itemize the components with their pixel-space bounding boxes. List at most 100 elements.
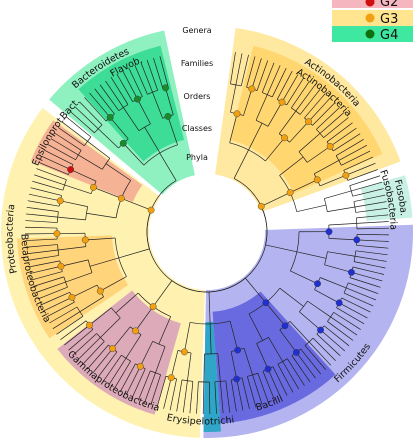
branch <box>246 54 249 61</box>
branch <box>379 194 386 197</box>
node <box>326 142 334 150</box>
branch <box>31 220 58 223</box>
branch <box>88 101 107 122</box>
branch <box>272 366 285 391</box>
branch <box>259 58 262 65</box>
branch <box>125 389 130 396</box>
branch <box>327 206 355 212</box>
node <box>167 374 175 382</box>
branch <box>372 169 379 172</box>
branch <box>299 300 308 312</box>
node <box>293 349 300 356</box>
node <box>348 268 355 276</box>
branch <box>234 52 236 59</box>
branch <box>156 401 160 408</box>
branch <box>134 368 146 393</box>
branch <box>128 67 132 74</box>
branch <box>240 53 243 60</box>
branch <box>208 291 211 324</box>
branch <box>28 265 35 268</box>
branch <box>260 399 263 406</box>
branch <box>177 379 183 406</box>
branch <box>87 364 92 370</box>
branch <box>38 276 64 285</box>
inner-circle <box>149 174 265 290</box>
branch <box>134 64 138 71</box>
branch <box>25 246 32 248</box>
branch <box>152 92 164 119</box>
branch <box>146 372 156 398</box>
branch <box>235 405 237 412</box>
branch <box>209 323 212 354</box>
branch <box>374 175 381 178</box>
branch <box>219 381 223 408</box>
branch <box>33 284 40 287</box>
branch <box>125 75 138 100</box>
branch <box>382 214 389 216</box>
branch <box>321 365 327 371</box>
branch <box>355 208 382 213</box>
branch <box>112 326 131 349</box>
branch <box>153 57 156 64</box>
branch <box>301 380 305 386</box>
branch <box>289 386 294 393</box>
branch <box>343 159 368 171</box>
branch <box>75 150 82 160</box>
branch <box>253 401 257 408</box>
branch <box>267 368 279 393</box>
branch <box>89 307 112 326</box>
branch <box>77 333 97 352</box>
level-label: Genera <box>182 26 211 35</box>
branch <box>333 136 356 152</box>
branch <box>339 302 363 316</box>
branch <box>372 291 379 294</box>
branch <box>182 406 185 413</box>
branch <box>374 285 381 288</box>
branch <box>74 115 95 134</box>
branch <box>118 248 150 259</box>
branch <box>30 187 37 190</box>
branch <box>268 337 283 362</box>
branch <box>35 290 42 294</box>
node <box>68 293 76 301</box>
branch <box>40 281 66 292</box>
branch <box>61 316 84 332</box>
branch <box>355 250 382 255</box>
branch <box>248 122 263 151</box>
branch <box>143 144 178 166</box>
branch <box>44 164 69 175</box>
branch <box>32 180 39 184</box>
branch <box>298 151 308 163</box>
branch <box>63 276 68 288</box>
branch <box>321 93 326 99</box>
branch <box>265 244 297 253</box>
node <box>234 346 242 354</box>
branch <box>91 344 109 365</box>
node <box>132 327 139 335</box>
branch <box>261 68 273 93</box>
branch <box>356 244 383 248</box>
branch <box>304 337 314 346</box>
branch <box>96 333 105 342</box>
branch <box>147 90 158 95</box>
branch <box>137 394 141 401</box>
node <box>106 114 114 121</box>
branch <box>44 149 50 154</box>
branch <box>291 107 301 115</box>
branch <box>305 81 310 87</box>
branch <box>283 67 287 74</box>
branch <box>154 63 164 89</box>
branch <box>355 217 358 229</box>
branch <box>349 185 354 197</box>
branch <box>253 56 256 63</box>
branch <box>323 120 344 138</box>
branch <box>111 358 127 381</box>
branch <box>43 286 68 298</box>
branch <box>70 120 92 138</box>
branch <box>171 277 246 293</box>
branch <box>152 340 166 347</box>
branch <box>49 152 74 165</box>
branch <box>116 73 121 80</box>
branch <box>228 406 231 413</box>
